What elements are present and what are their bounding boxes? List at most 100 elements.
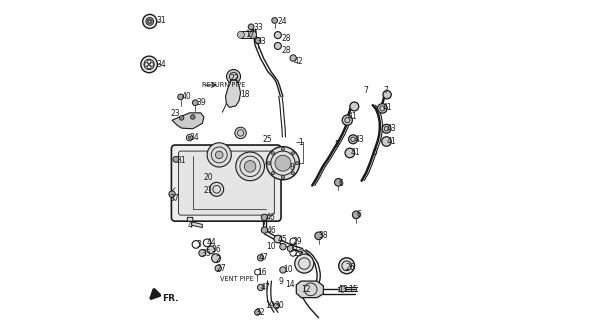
Circle shape [235, 127, 246, 139]
Text: 44: 44 [207, 238, 217, 247]
Text: 6: 6 [356, 210, 361, 219]
Circle shape [258, 255, 264, 261]
Circle shape [190, 115, 195, 119]
Circle shape [248, 24, 254, 30]
Circle shape [192, 100, 198, 106]
Text: 28: 28 [282, 45, 291, 55]
Circle shape [188, 136, 191, 139]
Text: 25: 25 [262, 135, 272, 144]
Circle shape [261, 227, 268, 233]
Text: 1: 1 [298, 138, 302, 147]
Text: 45: 45 [278, 235, 288, 244]
Circle shape [288, 245, 294, 252]
Circle shape [147, 19, 149, 21]
Text: 40: 40 [181, 92, 191, 101]
Text: 12: 12 [301, 285, 311, 294]
Text: 43: 43 [387, 124, 397, 133]
Polygon shape [172, 113, 204, 129]
Circle shape [350, 102, 359, 111]
Polygon shape [187, 217, 202, 228]
Circle shape [173, 156, 179, 162]
Text: 32: 32 [256, 308, 265, 317]
Circle shape [383, 91, 391, 99]
Text: 5: 5 [334, 140, 339, 149]
Text: 27: 27 [217, 264, 226, 274]
Text: 13: 13 [338, 285, 348, 294]
Circle shape [210, 182, 223, 196]
Text: 29: 29 [292, 237, 302, 246]
Circle shape [255, 309, 261, 315]
Circle shape [267, 162, 271, 165]
Text: 7: 7 [383, 86, 388, 95]
FancyBboxPatch shape [179, 151, 274, 215]
Circle shape [315, 232, 322, 240]
Circle shape [274, 32, 282, 39]
Circle shape [335, 179, 342, 186]
FancyBboxPatch shape [171, 145, 281, 221]
Circle shape [339, 286, 346, 292]
Text: 10: 10 [283, 265, 292, 275]
Circle shape [282, 176, 285, 179]
Text: 37: 37 [170, 194, 180, 203]
Circle shape [295, 162, 298, 165]
Circle shape [147, 22, 149, 24]
Circle shape [295, 254, 314, 273]
Text: 2: 2 [215, 255, 220, 264]
Text: 14: 14 [285, 280, 295, 289]
Circle shape [342, 115, 352, 125]
Circle shape [178, 94, 183, 100]
Circle shape [211, 254, 220, 263]
Circle shape [377, 104, 387, 113]
Text: 29: 29 [293, 250, 302, 259]
Text: 38: 38 [319, 231, 328, 240]
Text: 43: 43 [354, 135, 364, 144]
Circle shape [275, 155, 291, 171]
Text: 34: 34 [189, 133, 199, 142]
Text: 41: 41 [351, 148, 361, 157]
Circle shape [290, 55, 297, 61]
Text: 24: 24 [277, 17, 287, 26]
Circle shape [291, 172, 295, 175]
Text: VENT PIPE: VENT PIPE [220, 276, 253, 282]
Circle shape [216, 151, 223, 159]
Circle shape [282, 148, 285, 151]
Circle shape [274, 235, 282, 243]
Text: 30: 30 [275, 301, 285, 310]
Text: 9: 9 [279, 277, 284, 286]
Text: 41: 41 [382, 103, 392, 112]
Circle shape [382, 137, 391, 146]
Text: 8: 8 [289, 164, 294, 172]
Circle shape [261, 214, 268, 220]
Circle shape [258, 284, 264, 291]
Text: FR.: FR. [162, 294, 179, 303]
Text: 17: 17 [246, 30, 255, 39]
Text: 18: 18 [241, 90, 250, 99]
Circle shape [271, 152, 274, 155]
Circle shape [338, 258, 355, 274]
Circle shape [349, 135, 358, 144]
Circle shape [244, 161, 256, 172]
Text: 36: 36 [211, 245, 220, 254]
Polygon shape [297, 281, 323, 298]
Circle shape [149, 22, 151, 24]
Text: 28: 28 [282, 34, 291, 43]
Text: 33: 33 [253, 23, 263, 32]
Circle shape [272, 18, 277, 23]
Circle shape [207, 246, 215, 254]
Text: 31: 31 [177, 156, 186, 164]
Text: 15: 15 [348, 285, 358, 294]
Text: 34: 34 [157, 60, 167, 69]
Text: 39: 39 [196, 98, 205, 107]
Text: 41: 41 [387, 137, 397, 146]
Circle shape [141, 56, 158, 73]
Circle shape [352, 211, 360, 219]
Polygon shape [226, 80, 241, 108]
Circle shape [236, 152, 264, 181]
Text: RETURN PIPE: RETURN PIPE [202, 82, 246, 88]
Circle shape [267, 147, 300, 180]
Circle shape [215, 265, 222, 271]
Circle shape [291, 152, 295, 155]
Circle shape [179, 116, 184, 120]
Circle shape [207, 143, 231, 167]
Text: 11: 11 [289, 244, 299, 253]
